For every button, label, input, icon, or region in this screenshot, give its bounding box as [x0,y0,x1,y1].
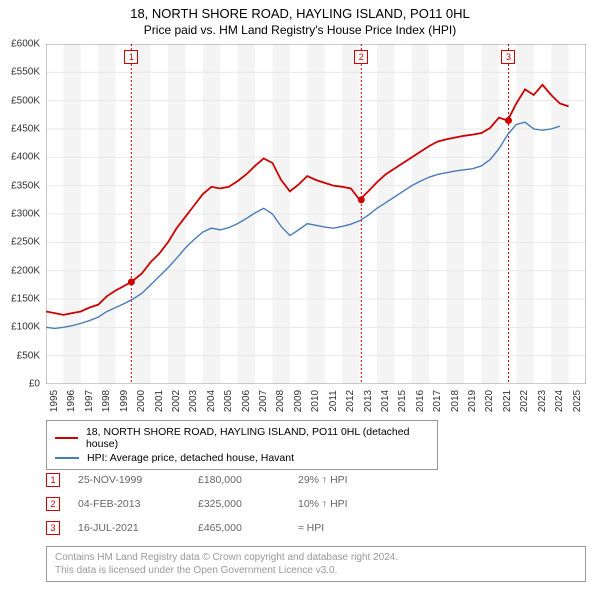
transaction-date: 16-JUL-2021 [78,522,198,534]
x-axis-tick: 1997 [84,390,95,412]
legend-label: 18, NORTH SHORE ROAD, HAYLING ISLAND, PO… [86,426,429,450]
legend-label: HPI: Average price, detached house, Hava… [87,452,294,464]
transaction-table: 1 25-NOV-1999£180,00029% ↑ HPI 2 04-FEB-201… [46,468,398,540]
x-axis-tick: 2022 [519,390,530,412]
y-axis-tick: £200K [11,265,40,276]
chart-area: £0£50K£100K£150K£200K£250K£300K£350K£400… [46,44,586,384]
y-axis-tick: £150K [11,294,40,305]
x-axis-tick: 2004 [206,390,217,412]
transaction-row: 3 16-JUL-2021£465,000≈ HPI [46,516,398,540]
y-axis-tick: £300K [11,209,40,220]
x-axis-tick: 2018 [450,390,461,412]
x-axis-tick: 2006 [241,390,252,412]
x-axis-tick: 2015 [397,390,408,412]
y-axis-tick: £50K [17,350,40,361]
legend-item: 18, NORTH SHORE ROAD, HAYLING ISLAND, PO… [55,425,429,451]
x-axis-tick: 2002 [171,390,182,412]
x-axis-tick: 2023 [537,390,548,412]
transaction-row: 2 04-FEB-2013£325,00010% ↑ HPI [46,492,398,516]
footer-line: This data is licensed under the Open Gov… [55,564,577,577]
x-axis-tick: 2021 [502,390,513,412]
x-axis-tick: 2013 [363,390,374,412]
x-axis-tick: 2020 [484,390,495,412]
x-axis-tick: 2003 [188,390,199,412]
transaction-marker: 3 [46,521,60,535]
y-axis-tick: £250K [11,237,40,248]
y-axis-tick: £400K [11,152,40,163]
x-axis-tick: 2012 [345,390,356,412]
transaction-diff: ≈ HPI [298,522,398,534]
x-axis-tick: 2000 [136,390,147,412]
x-axis-tick: 2008 [275,390,286,412]
y-axis-tick: £550K [11,67,40,78]
x-axis-tick: 1996 [66,390,77,412]
x-axis-tick: 2011 [328,390,339,412]
y-axis-tick: £100K [11,322,40,333]
transaction-row: 1 25-NOV-1999£180,00029% ↑ HPI [46,468,398,492]
line-chart-svg [46,44,586,384]
y-axis-tick: £350K [11,180,40,191]
x-axis-tick: 2016 [415,390,426,412]
y-axis-tick: £500K [11,95,40,106]
y-axis-tick: £0 [29,379,40,390]
x-axis-tick: 1998 [101,390,112,412]
x-axis-tick: 2017 [432,390,443,412]
x-axis-tick: 2009 [293,390,304,412]
footer-line: Contains HM Land Registry data © Crown c… [55,551,577,564]
y-axis-tick: £450K [11,124,40,135]
transaction-date: 25-NOV-1999 [78,474,198,486]
x-axis-tick: 2025 [572,390,583,412]
licence-footer: Contains HM Land Registry data © Crown c… [46,546,586,582]
event-marker: 1 [124,50,138,64]
legend-item: HPI: Average price, detached house, Hava… [55,451,429,465]
transaction-price: £325,000 [198,498,298,510]
x-axis-tick: 2014 [380,390,391,412]
x-axis-tick: 2005 [223,390,234,412]
x-axis-tick: 1999 [119,390,130,412]
x-axis-tick: 2007 [258,390,269,412]
transaction-diff: 10% ↑ HPI [298,498,398,510]
x-axis-tick: 1995 [49,390,60,412]
legend-swatch [55,457,79,459]
x-axis-tick: 2019 [467,390,478,412]
x-axis-tick: 2001 [154,390,165,412]
chart-title: 18, NORTH SHORE ROAD, HAYLING ISLAND, PO… [0,0,600,21]
transaction-price: £180,000 [198,474,298,486]
event-marker: 2 [354,50,368,64]
transaction-marker: 2 [46,497,60,511]
transaction-marker: 1 [46,473,60,487]
transaction-diff: 29% ↑ HPI [298,474,398,486]
event-marker: 3 [501,50,515,64]
chart-subtitle: Price paid vs. HM Land Registry's House … [0,23,600,37]
transaction-price: £465,000 [198,522,298,534]
y-axis-tick: £600K [11,39,40,50]
legend-swatch [55,437,78,439]
x-axis-tick: 2010 [310,390,321,412]
x-axis-tick: 2024 [554,390,565,412]
legend: 18, NORTH SHORE ROAD, HAYLING ISLAND, PO… [46,420,438,470]
transaction-date: 04-FEB-2013 [78,498,198,510]
